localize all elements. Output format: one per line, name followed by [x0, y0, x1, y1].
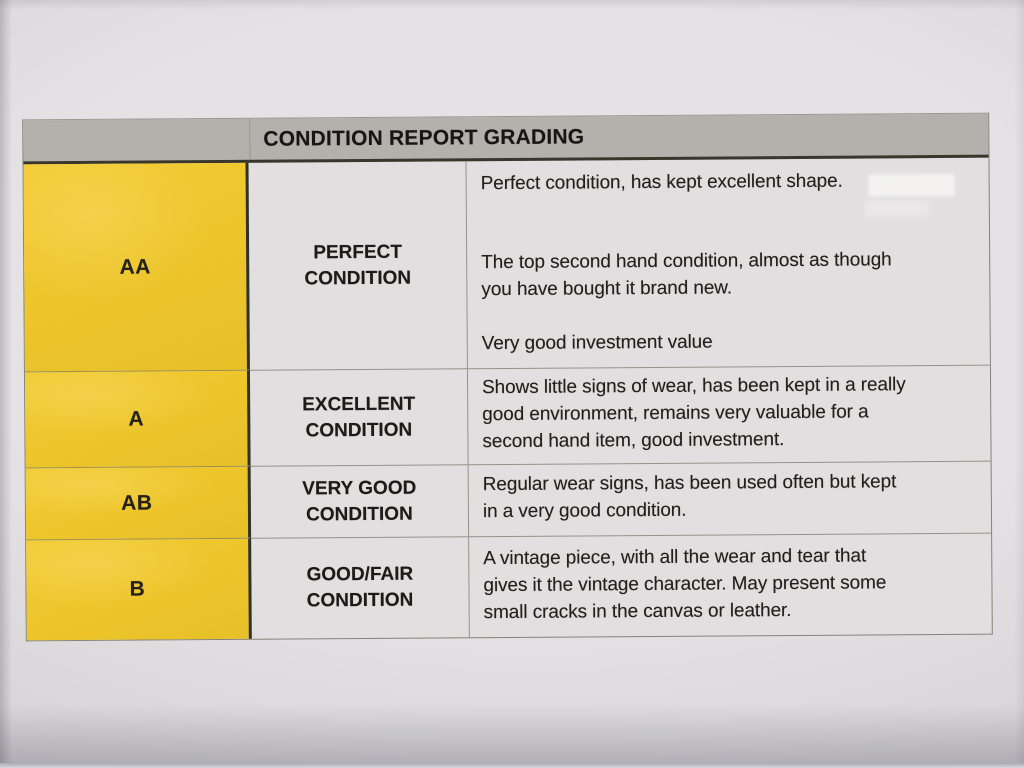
- whiteout-correction-mark: [868, 173, 955, 197]
- table-header-row: CONDITION REPORT GRADING: [23, 113, 989, 165]
- description-paragraph: Very good investment value: [481, 331, 713, 355]
- grade-code-cell: AB: [25, 465, 252, 540]
- grade-label-line: CONDITION: [305, 419, 413, 441]
- grade-code: AA: [119, 254, 151, 279]
- grade-description-cell: Shows little signs of wear, has been kep…: [467, 364, 991, 465]
- grade-description-cell: A vintage piece, with all the wear and t…: [469, 532, 992, 638]
- grade-label-line: CONDITION: [306, 589, 414, 612]
- condition-grading-table: CONDITION REPORT GRADING AA PERFECT COND…: [22, 112, 993, 642]
- grade-code-cell: A: [24, 369, 251, 468]
- grade-code-cell: B: [26, 537, 252, 641]
- grade-label-line: PERFECT: [313, 241, 403, 263]
- whiteout-correction-mark: [864, 200, 929, 217]
- header-spacer-cell: [23, 118, 251, 162]
- description-paragraph: A vintage piece, with all the wear and t…: [483, 545, 887, 624]
- table-row-a: A EXCELLENT CONDITION Shows little signs…: [24, 364, 991, 468]
- grade-label-line: CONDITION: [304, 267, 412, 289]
- table-row-ab: AB VERY GOOD CONDITION Regular wear sign…: [25, 460, 992, 540]
- table-title: CONDITION REPORT GRADING: [263, 124, 585, 151]
- grade-label-cell: EXCELLENT CONDITION: [249, 368, 469, 466]
- grade-label-line: EXCELLENT: [302, 393, 416, 415]
- grade-code: AB: [121, 490, 153, 515]
- grade-label-cell: GOOD/FAIR CONDITION: [251, 536, 470, 639]
- photo-bottom-edge: [0, 763, 1024, 768]
- grade-code: A: [128, 407, 145, 431]
- description-paragraph: Shows little signs of wear, has been kep…: [482, 374, 906, 453]
- grade-description-cell: Regular wear signs, has been used often …: [468, 460, 992, 537]
- grade-label-cell: PERFECT CONDITION: [248, 161, 468, 370]
- table-row-b: B GOOD/FAIR CONDITION A vintage piece, w…: [26, 532, 992, 641]
- description-paragraph: Regular wear signs, has been used often …: [482, 471, 897, 523]
- grade-code: B: [129, 577, 146, 601]
- grade-code-cell: AA: [23, 162, 250, 372]
- description-paragraph: The top second hand condition, almost as…: [481, 249, 892, 301]
- grade-description-cell: Perfect condition, has kept excellent sh…: [466, 158, 989, 369]
- table-row-aa: AA PERFECT CONDITION Perfect condition, …: [23, 158, 990, 372]
- grade-label-line: VERY GOOD: [302, 477, 417, 499]
- grade-label-line: GOOD/FAIR: [306, 563, 414, 586]
- grade-label-line: CONDITION: [306, 503, 413, 525]
- grade-label-cell: VERY GOOD CONDITION: [250, 464, 470, 538]
